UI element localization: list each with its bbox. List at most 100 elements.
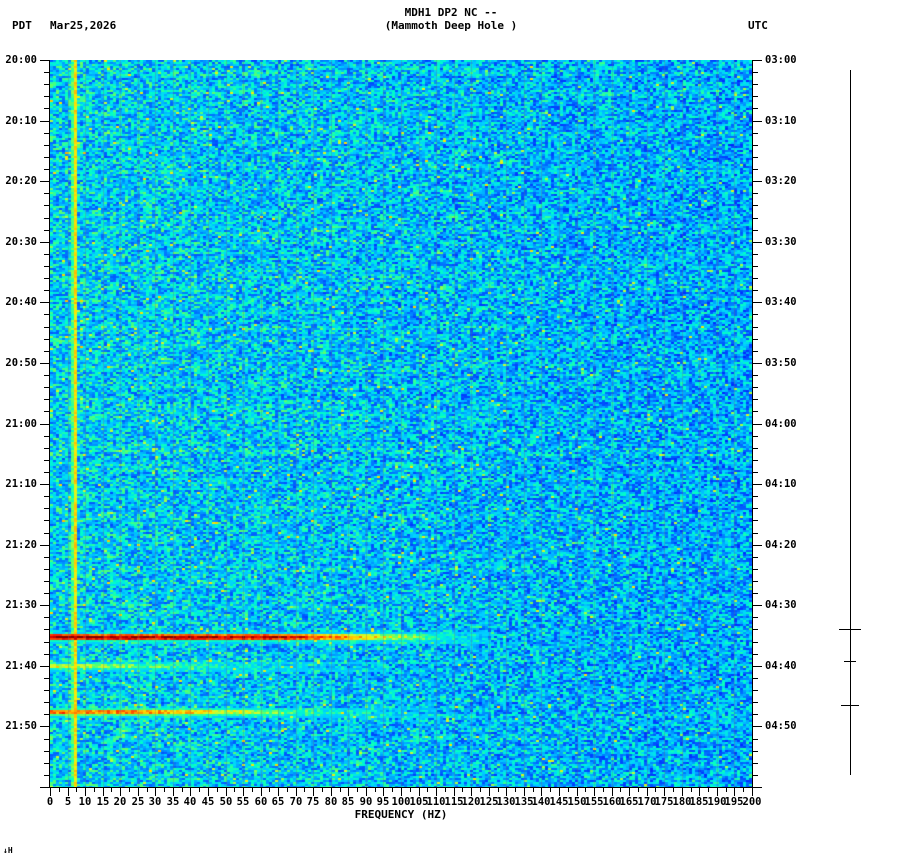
frequency-major-tick	[190, 787, 191, 796]
right-axis-tick-label: 03:10	[765, 115, 797, 127]
frequency-minor-tick	[726, 787, 727, 792]
frequency-tick-label: 105	[409, 796, 429, 808]
left-axis-minor-tick	[44, 205, 50, 206]
spectrogram-image	[50, 60, 752, 787]
right-axis-minor-tick	[752, 702, 758, 703]
right-axis-tick-label: 03:00	[765, 54, 797, 66]
left-axis-tick-label: 21:50	[5, 720, 37, 732]
frequency-minor-tick	[568, 787, 569, 792]
left-axis-tick-label: 20:50	[5, 357, 37, 369]
frequency-major-tick	[699, 787, 700, 796]
left-axis-minor-tick	[44, 690, 50, 691]
left-axis-major-tick	[40, 787, 50, 788]
left-axis-minor-tick	[44, 508, 50, 509]
right-axis-major-tick	[752, 605, 762, 606]
left-axis-major-tick	[40, 484, 50, 485]
left-axis-minor-tick	[44, 739, 50, 740]
frequency-minor-tick	[620, 787, 621, 792]
right-axis-minor-tick	[752, 169, 758, 170]
frequency-major-tick	[120, 787, 121, 796]
left-axis-tick-label: 21:40	[5, 660, 37, 672]
frequency-tick-label: 120	[461, 796, 481, 808]
right-axis-minor-tick	[752, 108, 758, 109]
frequency-tick-label: 145	[549, 796, 569, 808]
frequency-minor-tick	[392, 787, 393, 792]
frequency-major-tick	[155, 787, 156, 796]
frequency-tick-label: 155	[584, 796, 604, 808]
right-axis-tick-label: 03:40	[765, 296, 797, 308]
right-axis-minor-tick	[752, 157, 758, 158]
timezone-right-label: UTC	[748, 19, 768, 32]
left-axis-tick-label: 20:40	[5, 296, 37, 308]
left-axis-minor-tick	[44, 157, 50, 158]
left-axis-tick-label: 21:20	[5, 539, 37, 551]
right-axis-minor-tick	[752, 642, 758, 643]
left-axis-minor-tick	[44, 84, 50, 85]
left-axis-minor-tick	[44, 678, 50, 679]
frequency-minor-tick	[287, 787, 288, 792]
frequency-tick-label: 175	[654, 796, 674, 808]
frequency-minor-tick	[199, 787, 200, 792]
frequency-minor-tick	[533, 787, 534, 792]
frequency-major-tick	[383, 787, 384, 796]
right-axis-tick-label: 04:20	[765, 539, 797, 551]
frequency-major-tick	[348, 787, 349, 796]
right-axis-minor-tick	[752, 205, 758, 206]
left-axis-minor-tick	[44, 436, 50, 437]
frequency-minor-tick	[59, 787, 60, 792]
right-axis-minor-tick	[752, 460, 758, 461]
right-axis-major-tick	[752, 121, 762, 122]
frequency-minor-tick	[234, 787, 235, 792]
right-axis-minor-tick	[752, 739, 758, 740]
frequency-tick-label: 50	[219, 796, 233, 808]
frequency-tick-label: 75	[306, 796, 320, 808]
frequency-minor-tick	[603, 787, 604, 792]
left-axis-minor-tick	[44, 339, 50, 340]
frequency-major-tick	[243, 787, 244, 796]
frequency-tick-label: 200	[742, 796, 762, 808]
left-axis-minor-tick	[44, 763, 50, 764]
header: PDT Mar25,2026 MDH1 DP2 NC -- (Mammoth D…	[0, 0, 902, 60]
frequency-major-tick	[313, 787, 314, 796]
frequency-tick-label: 150	[567, 796, 587, 808]
left-axis-minor-tick	[44, 617, 50, 618]
right-axis-major-tick	[752, 60, 762, 61]
left-axis-minor-tick	[44, 278, 50, 279]
frequency-tick-label: 45	[201, 796, 215, 808]
frequency-tick-label: 170	[637, 796, 657, 808]
left-axis-minor-tick	[44, 775, 50, 776]
right-axis-minor-tick	[752, 351, 758, 352]
frequency-minor-tick	[129, 787, 130, 792]
left-axis-minor-tick	[44, 460, 50, 461]
right-axis-minor-tick	[752, 690, 758, 691]
frequency-major-tick	[436, 787, 437, 796]
left-axis-minor-tick	[44, 133, 50, 134]
frequency-minor-tick	[147, 787, 148, 792]
frequency-minor-tick	[498, 787, 499, 792]
left-axis-minor-tick	[44, 557, 50, 558]
frequency-tick-label: 20	[113, 796, 127, 808]
left-axis-minor-tick	[44, 387, 50, 388]
left-axis-minor-tick	[44, 230, 50, 231]
left-axis-minor-tick	[44, 581, 50, 582]
right-axis-minor-tick	[752, 193, 758, 194]
spectrogram-plot[interactable]	[50, 60, 752, 787]
left-axis-major-tick	[40, 242, 50, 243]
frequency-minor-tick	[445, 787, 446, 792]
left-axis-minor-tick	[44, 702, 50, 703]
frequency-major-tick	[261, 787, 262, 796]
right-axis-tick-label: 03:30	[765, 236, 797, 248]
right-axis-major-tick	[752, 242, 762, 243]
right-axis-minor-tick	[752, 775, 758, 776]
frequency-major-tick	[278, 787, 279, 796]
right-axis-minor-tick	[752, 399, 758, 400]
frequency-minor-tick	[164, 787, 165, 792]
frequency-tick-label: 5	[64, 796, 72, 808]
frequency-tick-label: 30	[148, 796, 162, 808]
page-subtitle: (Mammoth Deep Hole )	[384, 19, 518, 32]
right-time-axis: 03:00 03:10 03:20 03:30 03:40 03:50 04:00 04:10…	[752, 55, 822, 788]
frequency-major-tick	[103, 787, 104, 796]
right-axis-minor-tick	[752, 472, 758, 473]
frequency-tick-label: 95	[376, 796, 390, 808]
right-axis-minor-tick	[752, 387, 758, 388]
